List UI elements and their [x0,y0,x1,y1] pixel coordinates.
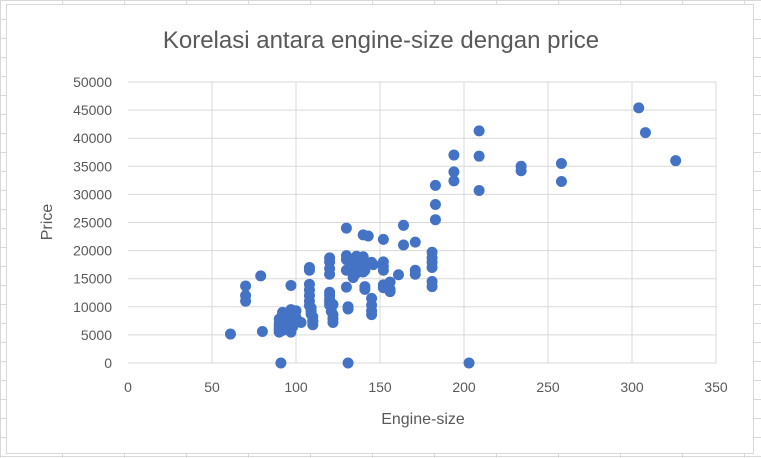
data-point [398,239,410,251]
data-point [359,264,371,276]
data-point [324,268,336,280]
data-point [367,259,379,271]
x-tick-label: 300 [620,379,644,395]
x-axis-tick-labels: 0 50 100 150 200 250 300 350 [124,379,728,395]
y-tick-label: 45000 [73,102,112,118]
data-point [384,286,396,298]
y-tick-label: 40000 [73,130,112,146]
data-point [515,165,527,177]
x-axis-title: Engine-size [381,411,465,428]
x-tick-label: 200 [452,379,476,395]
data-point [240,280,252,292]
data-point [275,357,287,369]
data-point [473,184,485,196]
data-point [429,199,441,211]
data-point [285,279,297,291]
x-tick-label: 50 [204,379,220,395]
data-point [295,317,307,329]
data-point [670,155,682,167]
data-point [409,268,421,280]
data-point [463,357,475,369]
data-point [307,315,319,327]
y-tick-label: 20000 [73,243,112,259]
y-tick-label: 35000 [73,158,112,174]
data-point [340,222,352,234]
x-tick-label: 150 [368,379,392,395]
y-axis-title: Price [39,204,56,241]
data-point [342,303,354,315]
data-point [448,149,460,161]
data-point [448,166,460,178]
x-tick-label: 0 [124,379,132,395]
data-point [448,175,460,187]
data-point [377,233,389,245]
data-point [555,157,567,169]
y-tick-label: 15000 [73,271,112,287]
data-point [255,270,267,282]
data-point [327,317,339,329]
x-tick-label: 350 [704,379,728,395]
data-point [359,283,371,295]
y-tick-label: 5000 [81,327,112,343]
data-point [639,127,651,139]
data-point [340,281,352,293]
data-point [398,219,410,231]
data-point [473,125,485,137]
data-point [362,230,374,242]
data-point [633,102,645,114]
y-tick-label: 25000 [73,215,112,231]
gridlines [128,81,717,364]
data-point [287,321,299,333]
data-point [357,251,369,263]
data-point [303,264,315,276]
data-point [426,261,438,273]
data-point [366,309,378,321]
data-points [224,102,682,369]
data-point [377,264,389,276]
y-axis-tick-labels: 0 5000 10000 15000 20000 25000 30000 35000 40000… [73,74,112,371]
data-point [240,295,252,307]
data-point [256,326,268,338]
y-tick-label: 30000 [73,186,112,202]
data-point [473,150,485,162]
data-point [277,324,289,336]
data-point [224,328,236,340]
data-point [429,214,441,226]
data-point [409,236,421,248]
data-point [342,357,354,369]
data-point [327,299,339,311]
data-point [392,269,404,281]
data-point [426,281,438,293]
chart-title: Korelasi antara engine-size dengan price [163,27,599,54]
y-tick-label: 50000 [73,74,112,90]
y-tick-label: 0 [104,355,112,371]
x-tick-label: 250 [536,379,560,395]
x-tick-label: 100 [284,379,308,395]
data-point [555,175,567,187]
data-point [429,179,441,191]
y-tick-label: 10000 [73,299,112,315]
